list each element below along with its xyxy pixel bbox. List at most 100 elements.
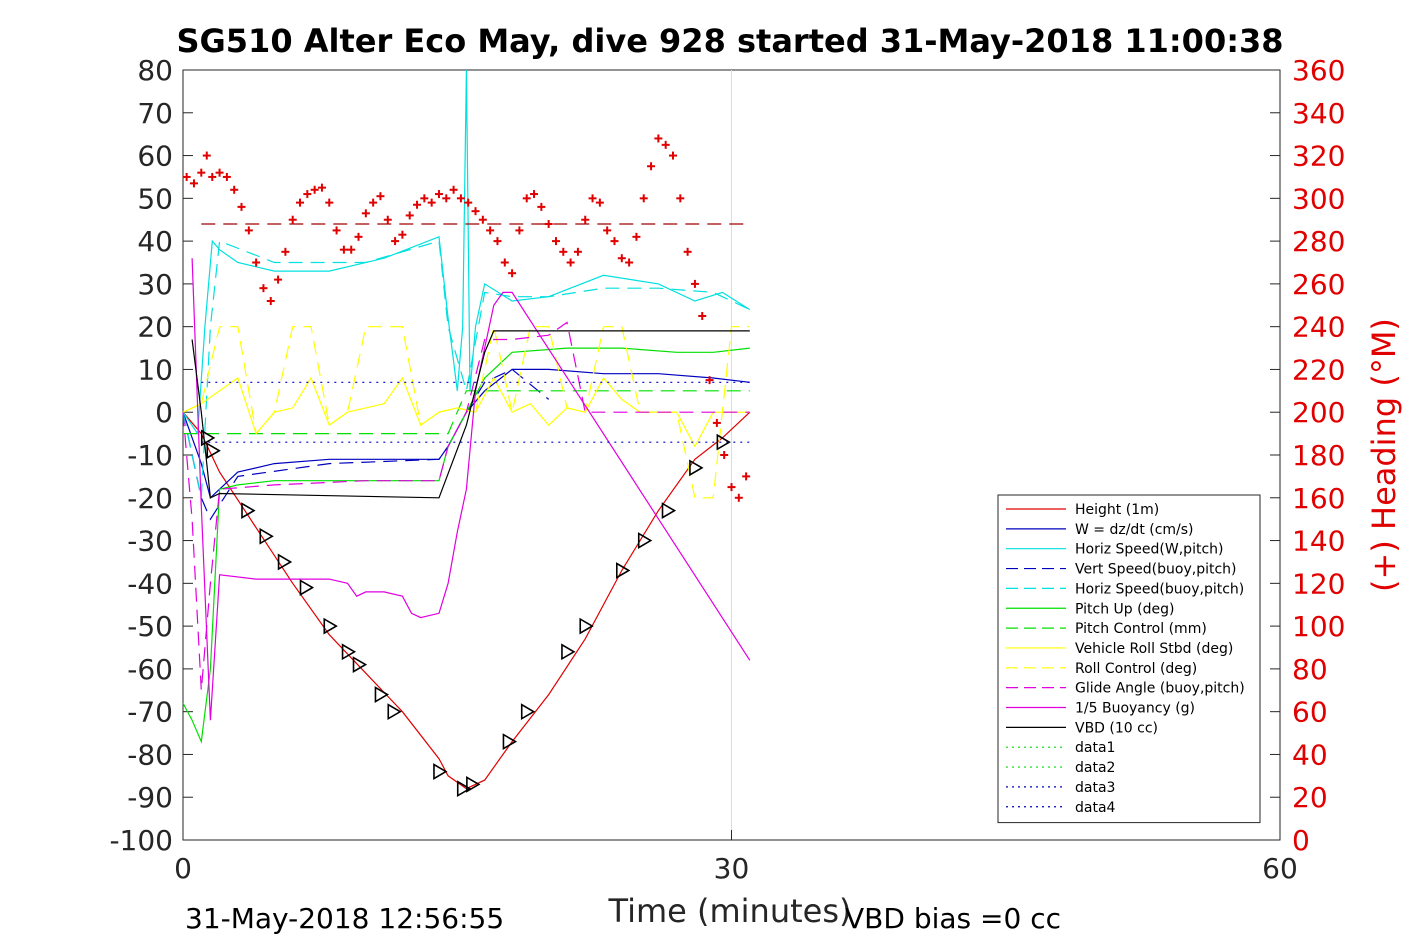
y2-tick-label: 340	[1292, 97, 1345, 130]
heading-point	[197, 168, 206, 177]
heading-point	[244, 226, 253, 235]
heading-point	[369, 198, 378, 207]
chart-title: SG510 Alter Eco May, dive 928 started 31…	[176, 22, 1283, 60]
x-tick-label: 30	[714, 852, 750, 885]
series-line-9	[182, 321, 750, 691]
y-tick-label: 10	[137, 353, 173, 386]
y-tick-label: -80	[127, 738, 173, 771]
heading-point	[259, 284, 268, 293]
heading-point	[654, 134, 663, 143]
heading-point	[464, 198, 473, 207]
y2-tick-label: 300	[1292, 182, 1345, 215]
y-tick-label: 40	[137, 225, 173, 258]
heading-point	[690, 279, 699, 288]
y-tick-label: 30	[137, 268, 173, 301]
legend-entry: W = dz/dt (cm/s)	[1075, 522, 1194, 538]
legend-entry: 1/5 Buoyancy (g)	[1075, 701, 1195, 717]
heading-point	[668, 151, 677, 160]
y-tick-label: 0	[155, 396, 173, 429]
legend-entry: Glide Angle (buoy,pitch)	[1075, 681, 1245, 697]
series-line-5	[182, 347, 750, 744]
heading-point	[551, 237, 560, 246]
heading-point	[508, 269, 517, 278]
heading-point	[449, 185, 458, 194]
heading-point	[632, 232, 641, 241]
heading-point	[274, 275, 283, 284]
heading-layer	[182, 134, 751, 502]
left-axis-ticks: 80 70 60 50 40 30 20 10 0 -10 -20 -30 -40 -50 -60 -70 -8…	[109, 54, 193, 857]
heading-point	[566, 258, 575, 267]
heading-point	[182, 172, 191, 181]
y-tick-label: 70	[137, 97, 173, 130]
heading-point	[478, 215, 487, 224]
trajectory-marker	[341, 643, 357, 661]
trajectory-marker	[689, 459, 704, 477]
heading-point	[391, 237, 400, 246]
heading-point	[661, 140, 670, 149]
y-tick-label: -50	[127, 610, 173, 643]
heading-point	[610, 237, 619, 246]
heading-point	[303, 190, 312, 199]
heading-point	[573, 247, 582, 256]
y2-tick-label: 280	[1292, 225, 1345, 258]
x-tick-label: 60	[1262, 852, 1298, 885]
heading-point	[317, 183, 326, 192]
heading-point	[376, 192, 385, 201]
legend-entry: data4	[1075, 800, 1116, 816]
trajectory-marker	[520, 703, 536, 721]
y-tick-label: 80	[137, 54, 173, 87]
footer-timestamp: 31-May-2018 12:56:55	[185, 902, 504, 935]
trajectory-marker	[277, 553, 293, 571]
heading-point	[683, 247, 692, 256]
y2-tick-label: 160	[1292, 482, 1345, 515]
heading-point	[712, 418, 721, 427]
heading-point	[252, 258, 261, 267]
y2-tick-label: 120	[1292, 567, 1345, 600]
y2-tick-label: 0	[1292, 824, 1310, 857]
trajectory-marker	[206, 442, 221, 460]
legend-entry: Pitch Control (mm)	[1075, 621, 1207, 637]
heading-point	[222, 172, 231, 181]
y-tick-label: 60	[137, 140, 173, 173]
legend-entry: Roll Control (deg)	[1075, 661, 1197, 677]
y-tick-label: -60	[127, 653, 173, 686]
heading-point	[354, 232, 363, 241]
heading-point	[559, 247, 568, 256]
legend-entry: Vehicle Roll Stbd (deg)	[1075, 641, 1233, 657]
heading-point	[434, 190, 443, 199]
x-tick-label: 0	[174, 852, 192, 885]
heading-point	[339, 245, 348, 254]
heading-point	[208, 172, 217, 181]
heading-point	[603, 226, 612, 235]
heading-point	[405, 211, 414, 220]
heading-point	[639, 194, 648, 203]
series-line-11	[191, 330, 750, 499]
trajectory-marker	[466, 775, 481, 793]
heading-point	[398, 230, 407, 239]
heading-point	[595, 198, 604, 207]
legend-entry: Height (1m)	[1075, 502, 1159, 518]
y-tick-label: -100	[109, 824, 173, 857]
heading-point	[288, 215, 297, 224]
legend-entry: Pitch Up (deg)	[1075, 601, 1174, 617]
y2-tick-label: 360	[1292, 54, 1345, 87]
trajectory-marker	[561, 643, 576, 661]
heading-point	[361, 209, 370, 218]
heading-point	[734, 493, 743, 502]
heading-point	[332, 226, 341, 235]
heading-point	[705, 376, 714, 385]
heading-point	[522, 194, 531, 203]
trajectory-marker	[299, 579, 315, 597]
trajectory-marker	[259, 527, 274, 545]
y-tick-label: -20	[127, 482, 173, 515]
heading-point	[427, 198, 436, 207]
trajectory-marker	[200, 429, 216, 447]
y-tick-label: -40	[127, 567, 173, 600]
heading-point	[486, 226, 495, 235]
trajectory-marker	[661, 502, 677, 520]
heading-point	[310, 185, 319, 194]
trajectory-marker	[615, 562, 631, 579]
trajectory-marker	[433, 763, 448, 780]
heading-point	[266, 297, 275, 305]
